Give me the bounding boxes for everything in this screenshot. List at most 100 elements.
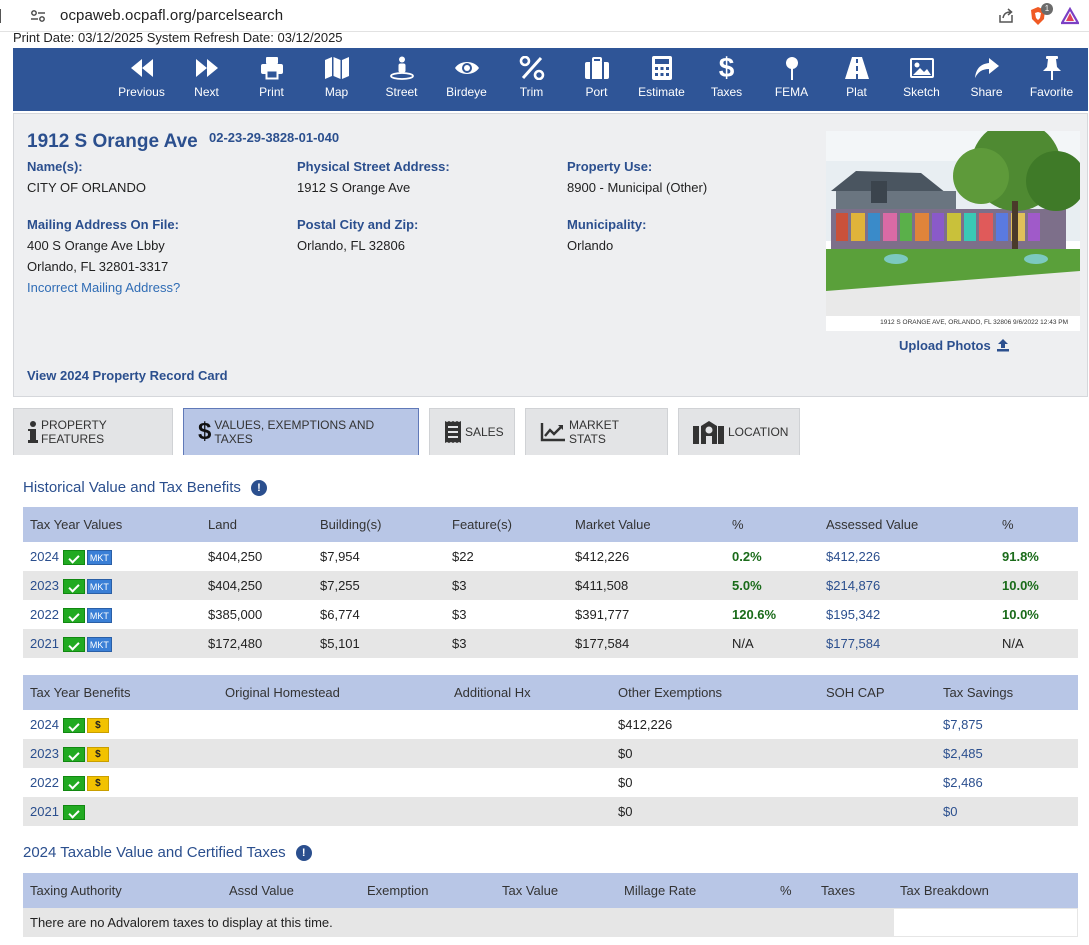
toolbar-port-button[interactable]: Port	[564, 48, 629, 111]
header-buildings: Building(s)	[320, 517, 382, 532]
tax-savings-link[interactable]: $2,486	[943, 775, 983, 790]
dollar-badge-icon: $	[86, 776, 109, 792]
market-pct: 120.6%	[732, 607, 777, 622]
year-link[interactable]: 2022	[30, 775, 59, 790]
toolbar-previous-button[interactable]: Previous	[109, 48, 174, 111]
eye-icon	[452, 55, 482, 81]
toolbar-label: Print	[259, 85, 284, 99]
building-value: $6,774	[320, 607, 360, 622]
empty-taxes-message: There are no Advalorem taxes to display …	[30, 915, 333, 930]
header-tax-savings: Tax Savings	[943, 685, 1014, 700]
exclamation-info-icon[interactable]: !	[250, 479, 267, 496]
chart-line-icon	[540, 422, 566, 442]
header-original-homestead: Original Homestead	[225, 685, 340, 700]
tab-market-stats[interactable]: MARKET STATS	[525, 408, 668, 455]
check-badge-icon	[62, 579, 85, 595]
tab-values-exemptions-taxes[interactable]: $ VALUES, EXEMPTIONS AND TAXES	[183, 408, 419, 455]
municipality-value: Orlando	[567, 238, 614, 253]
year-link[interactable]: 2021	[30, 804, 59, 819]
incorrect-mailing-link[interactable]: Incorrect Mailing Address?	[27, 280, 181, 295]
toolbar-fema-button[interactable]: FEMA	[759, 48, 824, 111]
historical-values-table: Tax Year Values Land Building(s) Feature…	[23, 507, 1078, 658]
tab-property-features[interactable]: PROPERTY FEATURES	[13, 408, 173, 455]
header-features: Feature(s)	[452, 517, 512, 532]
site-settings-icon[interactable]	[30, 8, 46, 24]
other-exemptions-value: $412,226	[618, 717, 673, 732]
names-label: Name(s):	[27, 159, 83, 174]
postal-city-label: Postal City and Zip:	[297, 217, 419, 232]
exclamation-info-icon[interactable]: !	[295, 844, 312, 861]
feature-value: $3	[452, 607, 467, 622]
url-text[interactable]: ocpaweb.ocpafl.org/parcelsearch	[60, 7, 284, 24]
assessed-value-link[interactable]: $412,226	[826, 549, 881, 564]
market-value: $177,584	[575, 636, 630, 651]
check-badge-icon	[62, 637, 85, 653]
print-date-line: Print Date: 03/12/2025 System Refresh Da…	[13, 31, 343, 45]
info-icon	[28, 421, 38, 443]
toolbar-label: Trim	[519, 85, 544, 99]
assessed-pct: 91.8%	[1002, 549, 1039, 564]
toolbar-label: Previous	[118, 85, 165, 99]
toolbar-favorite-button[interactable]: Favorite	[1019, 48, 1084, 111]
table-header-row: Taxing Authority Assd Value Exemption Ta…	[23, 873, 1078, 908]
property-photo[interactable]: 1912 S ORANGE AVE, ORLANDO, FL 32806 9/6…	[826, 131, 1080, 331]
land-value: $172,480	[208, 636, 263, 651]
toolbar-share-button[interactable]: Share	[954, 48, 1019, 111]
brave-rewards-icon[interactable]	[1061, 7, 1079, 25]
year-link[interactable]: 2022	[30, 607, 59, 622]
toolbar-plat-button[interactable]: Plat	[824, 48, 889, 111]
assessed-pct: 10.0%	[1002, 607, 1039, 622]
tab-location[interactable]: LOCATION	[678, 408, 800, 455]
property-record-card-link[interactable]: View 2024 Property Record Card	[27, 368, 228, 383]
upload-icon	[997, 339, 1010, 352]
toolbar-label: FEMA	[774, 85, 809, 99]
other-exemptions-value: $0	[618, 775, 633, 790]
assessed-value-link[interactable]: $195,342	[826, 607, 881, 622]
dollar-icon: $	[198, 418, 212, 445]
toolbar-estimate-button[interactable]: Estimate	[629, 48, 694, 111]
toolbar-label: Birdeye	[446, 85, 487, 99]
toolbar-sketch-button[interactable]: Sketch	[889, 48, 954, 111]
toolbar-street-button[interactable]: Street	[369, 48, 434, 111]
image-icon	[907, 55, 937, 81]
window-edge	[0, 8, 4, 23]
feature-value: $3	[452, 636, 467, 651]
check-badge-icon	[62, 776, 85, 792]
toolbar-trim-button[interactable]: Trim	[499, 48, 564, 111]
toolbar-next-button[interactable]: Next	[174, 48, 239, 111]
year-link[interactable]: 2023	[30, 578, 59, 593]
dollar-badge-icon: $	[86, 747, 109, 763]
taxable-section-title: 2024 Taxable Value and Certified Taxes !	[23, 844, 312, 861]
market-value: $412,226	[575, 549, 630, 564]
tax-savings-link[interactable]: $7,875	[943, 717, 983, 732]
photo-caption: 1912 S ORANGE AVE, ORLANDO, FL 32806 9/6…	[880, 319, 1068, 326]
toolbar-birdeye-button[interactable]: Birdeye	[434, 48, 499, 111]
brave-shield-icon[interactable]: 1	[1029, 3, 1053, 26]
header-soh-cap: SOH CAP	[826, 685, 885, 700]
dollar-icon: $	[718, 52, 735, 83]
table-row: 2022 $ $0 $2,486	[23, 768, 1078, 797]
year-link[interactable]: 2024	[30, 717, 59, 732]
year-link[interactable]: 2024	[30, 549, 59, 564]
assessed-value-link[interactable]: $177,584	[826, 636, 881, 651]
mkt-badge: MKT	[86, 608, 112, 624]
briefcase-icon	[582, 55, 612, 81]
toolbar-print-button[interactable]: Print	[239, 48, 304, 111]
share-page-icon[interactable]	[997, 7, 1015, 25]
toolbar-map-button[interactable]: Map	[304, 48, 369, 111]
browser-address-bar: ocpaweb.ocpafl.org/parcelsearch 1	[0, 0, 1089, 32]
previous-icon	[127, 55, 157, 81]
toolbar-label: Street	[385, 85, 418, 99]
year-link[interactable]: 2023	[30, 746, 59, 761]
assessed-value-link[interactable]: $214,876	[826, 578, 881, 593]
year-link[interactable]: 2021	[30, 636, 59, 651]
toolbar-taxes-button[interactable]: $ Taxes	[694, 48, 759, 111]
tax-savings-link[interactable]: $2,485	[943, 746, 983, 761]
mkt-badge: MKT	[86, 637, 112, 653]
tab-sales[interactable]: SALES	[429, 408, 515, 455]
toolbar-label: Estimate	[638, 85, 685, 99]
tax-savings-link[interactable]: $0	[943, 804, 958, 819]
upload-photos-link[interactable]: Upload Photos	[899, 338, 1010, 353]
property-address-title: 1912 S Orange Ave	[27, 131, 198, 152]
assessed-pct: N/A	[1002, 636, 1024, 651]
